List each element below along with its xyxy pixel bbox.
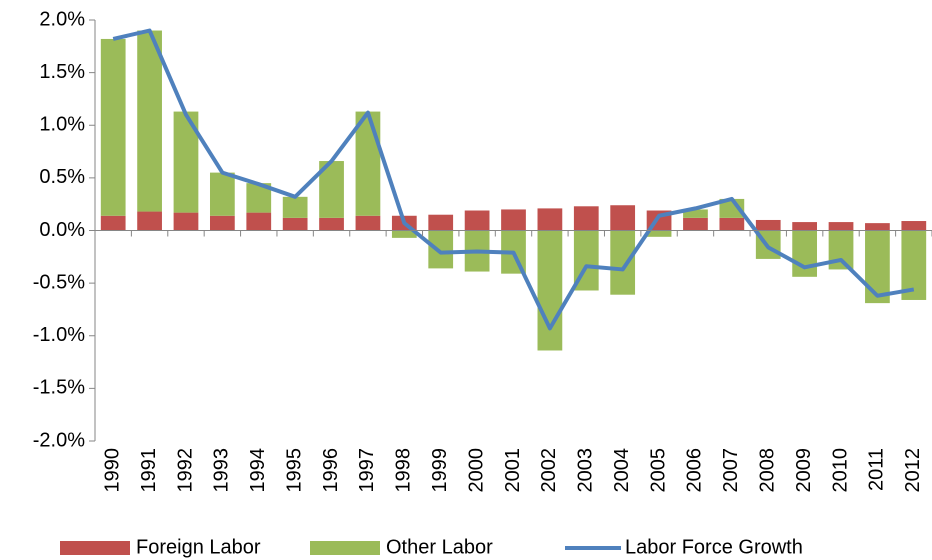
bar [355, 215, 381, 231]
x-tick-label: 2012 [902, 448, 924, 493]
bar [173, 212, 199, 231]
x-tick-label: 1998 [393, 448, 415, 493]
y-tick-label: 0.0% [39, 219, 85, 241]
bar [537, 208, 563, 231]
bar [282, 217, 308, 231]
bar [683, 217, 708, 231]
x-tick-label: 2008 [757, 448, 779, 493]
legend-label: Other Labor [386, 536, 493, 558]
x-tick-label: 2002 [538, 448, 560, 493]
x-tick-label: 2006 [684, 448, 706, 493]
bar [865, 230, 890, 304]
bar [391, 230, 417, 238]
bar [755, 219, 781, 231]
bar [137, 211, 162, 231]
bar [792, 230, 818, 277]
y-tick-label: 1.5% [39, 61, 85, 83]
x-tick-label: 2004 [611, 448, 633, 493]
bar [464, 210, 490, 231]
legend-swatch [310, 541, 380, 555]
bar [683, 209, 708, 218]
bar [428, 230, 454, 269]
x-tick-label: 1991 [138, 448, 160, 493]
x-tick-label: 1995 [283, 448, 305, 493]
x-tick-label: 1999 [429, 448, 451, 493]
y-tick-label: 2.0% [39, 8, 85, 30]
legend-label: Foreign Labor [136, 536, 261, 558]
x-tick-label: 2010 [829, 448, 851, 493]
x-tick-label: 2005 [647, 448, 669, 493]
bar [646, 230, 672, 237]
bar [828, 222, 854, 231]
x-tick-label: 2009 [793, 448, 815, 493]
bar [319, 217, 344, 231]
bar [501, 209, 526, 231]
bar [610, 230, 636, 295]
bar [100, 215, 126, 231]
bar [537, 230, 563, 351]
bar [610, 205, 636, 231]
legend-swatch [60, 541, 130, 555]
legend-label: Labor Force Growth [625, 536, 803, 558]
bar [719, 198, 745, 218]
bar [137, 30, 162, 212]
bar [792, 222, 818, 231]
y-tick-label: 0.5% [39, 166, 85, 188]
x-tick-label: 1996 [320, 448, 342, 493]
bar [865, 223, 890, 231]
y-tick-label: -2.0% [33, 429, 85, 451]
x-tick-label: 2007 [720, 448, 742, 493]
x-tick-label: 2000 [465, 448, 487, 493]
bar [209, 215, 235, 231]
y-tick-label: 1.0% [39, 114, 85, 136]
bar [573, 206, 599, 231]
y-tick-label: -1.0% [33, 324, 85, 346]
x-tick-label: 1994 [247, 448, 269, 493]
bar [209, 172, 235, 216]
x-tick-label: 2003 [575, 448, 597, 493]
bar [282, 196, 308, 218]
x-tick-label: 1993 [211, 448, 233, 493]
bar [428, 214, 454, 231]
bar [719, 217, 745, 231]
line [112, 28, 915, 331]
bar [355, 111, 381, 216]
x-tick-label: 1992 [174, 448, 196, 493]
y-tick-label: -1.5% [33, 377, 85, 399]
bar [901, 230, 927, 300]
bar [100, 38, 126, 216]
bar [901, 221, 927, 231]
x-tick-label: 2001 [502, 448, 524, 493]
y-tick-label: -0.5% [33, 271, 85, 293]
x-tick-label: 1990 [101, 448, 123, 493]
x-tick-label: 2011 [866, 448, 888, 491]
bar [246, 212, 272, 231]
x-tick-label: 1997 [356, 448, 378, 493]
